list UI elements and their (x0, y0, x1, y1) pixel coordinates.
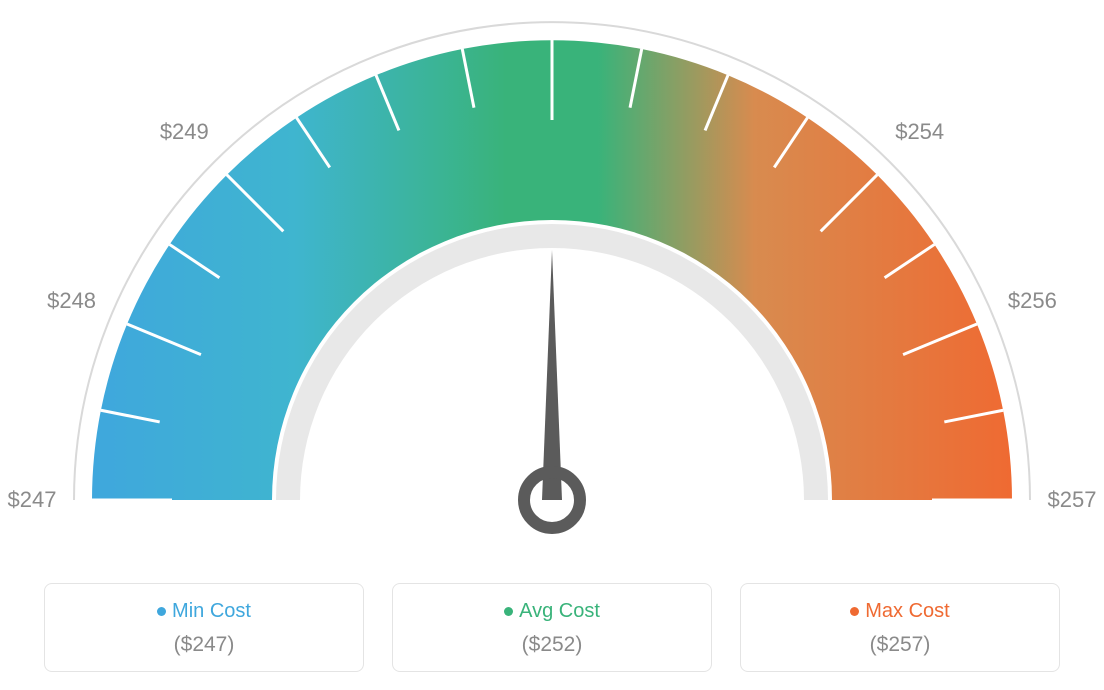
legend-title-min: Min Cost (157, 600, 251, 623)
legend-title-max: Max Cost (850, 600, 949, 623)
legend-card-max: Max Cost ($257) (740, 583, 1060, 672)
gauge-tick-label: $249 (160, 119, 209, 145)
legend-value-min: ($247) (55, 633, 353, 657)
legend-title-avg: Avg Cost (504, 600, 600, 623)
gauge-tick-label: $257 (1048, 487, 1097, 513)
legend-value-avg: ($252) (403, 633, 701, 657)
legend-label: Avg Cost (519, 600, 600, 623)
legend-card-min: Min Cost ($247) (44, 583, 364, 672)
gauge-tick-label: $247 (8, 487, 57, 513)
legend-label: Max Cost (865, 600, 949, 623)
gauge-tick-label: $248 (47, 288, 96, 314)
gauge-svg (0, 0, 1104, 560)
legend-value-max: ($257) (751, 633, 1049, 657)
legend-row: Min Cost ($247) Avg Cost ($252) Max Cost… (0, 583, 1104, 672)
gauge-tick-label: $256 (1008, 288, 1057, 314)
legend-card-avg: Avg Cost ($252) (392, 583, 712, 672)
gauge-chart: $247$248$249$252$254$256$257 (0, 0, 1104, 560)
legend-label: Min Cost (172, 600, 251, 623)
gauge-tick-label: $254 (895, 119, 944, 145)
